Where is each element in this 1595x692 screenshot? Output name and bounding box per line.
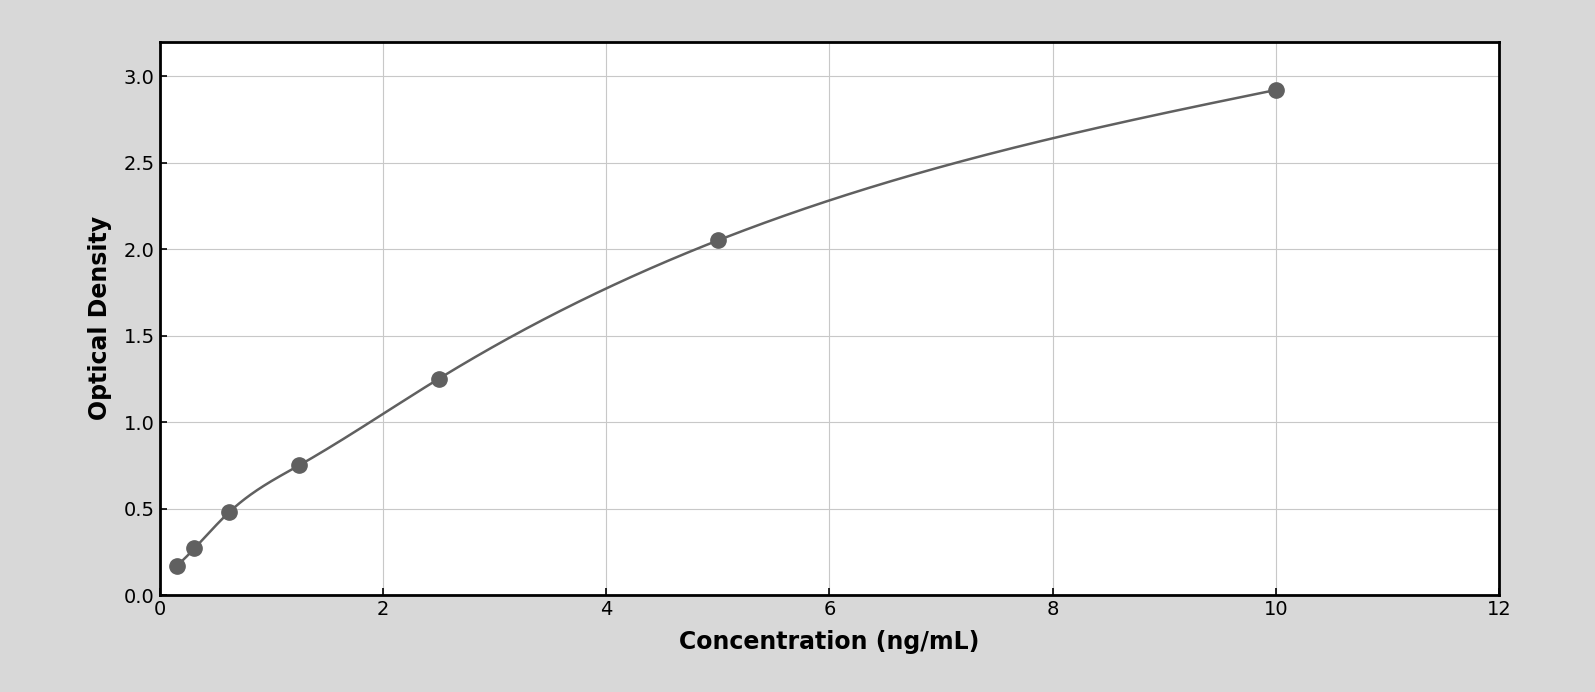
Y-axis label: Optical Density: Optical Density [88, 217, 112, 420]
Point [705, 235, 731, 246]
Point [217, 507, 242, 518]
X-axis label: Concentration (ng/mL): Concentration (ng/mL) [679, 630, 979, 654]
Point [164, 561, 190, 572]
Point [426, 374, 451, 385]
Point [182, 543, 207, 554]
Point [287, 460, 313, 471]
Point [1263, 84, 1289, 95]
